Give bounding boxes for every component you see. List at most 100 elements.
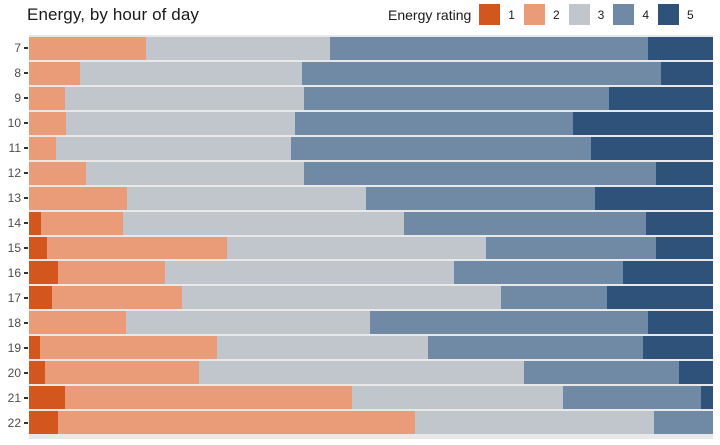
legend-title: Energy rating [388,6,472,23]
y-axis-row-21: 21 [0,386,28,409]
plot-panel [29,35,714,439]
bar-segment-hour-19-rating-2 [39,336,218,360]
bar-segment-hour-15-rating-5 [656,236,713,260]
bar-segment-hour-17-rating-1 [29,286,53,310]
bar-segment-hour-14-rating-5 [645,211,713,235]
y-axis-row-9: 9 [0,87,28,110]
y-axis-tick [24,296,28,299]
y-axis-row-15: 15 [0,237,28,260]
bar-segment-hour-16-rating-1 [29,261,58,285]
bar-segment-hour-10-rating-4 [295,111,574,135]
legend-item-2: 2 [523,4,560,25]
y-axis-row-8: 8 [0,62,28,85]
bar-row-hour-12 [29,161,713,185]
legend-item-1: 1 [479,4,515,25]
legend-swatch-4 [613,4,635,25]
bar-segment-hour-19-rating-5 [642,336,713,360]
bar-segment-hour-20-rating-3 [199,361,524,385]
y-axis-row-22: 22 [0,411,28,434]
bar-row-hour-18 [29,311,713,335]
bar-segment-hour-22-rating-4 [654,411,714,434]
bar-segment-hour-9-rating-3 [65,86,304,110]
y-axis-label-14: 14 [7,216,21,231]
y-axis-row-11: 11 [0,137,28,160]
legend-label-1: 1 [508,7,515,22]
legend-label-2: 2 [552,7,560,22]
bar-row-hour-16 [29,261,713,285]
bar-segment-hour-14-rating-2 [41,211,123,235]
y-axis-label-16: 16 [7,265,21,280]
y-axis-tick [24,271,28,274]
y-axis-label-21: 21 [7,390,21,405]
legend-swatch-3 [568,4,590,25]
bar-segment-hour-7-rating-3 [146,37,331,60]
y-axis-tick [24,122,28,125]
y-axis-tick [24,421,28,424]
y-axis-label-7: 7 [14,41,21,56]
bar-segment-hour-13-rating-5 [594,186,713,210]
legend: Energy rating 1 2 3 4 5 [388,2,694,27]
bar-segment-hour-16-rating-4 [454,261,623,285]
bar-segment-hour-17-rating-3 [181,286,501,310]
bar-segment-hour-12-rating-4 [304,161,657,185]
bar-segment-hour-10-rating-2 [29,111,66,135]
y-axis-tick [24,197,28,200]
bar-row-hour-22 [29,411,714,434]
bar-segment-hour-22-rating-2 [57,411,416,434]
bar-segment-hour-16-rating-3 [165,261,455,285]
legend-label-5: 5 [687,7,694,22]
bar-segment-hour-18-rating-3 [126,311,371,335]
y-axis-tick [24,321,28,324]
bar-segment-hour-18-rating-4 [370,311,649,335]
y-axis-label-15: 15 [7,240,21,255]
y-axis-tick [24,147,28,150]
y-axis-label-20: 20 [7,365,21,380]
bar-segment-hour-17-rating-4 [500,286,607,310]
bar-segment-hour-19-rating-3 [217,336,429,360]
bar-row-hour-11 [29,136,713,160]
legend-item-4: 4 [613,4,649,25]
legend-item-5: 5 [658,4,694,25]
bar-segment-hour-15-rating-4 [485,236,657,260]
bar-segment-hour-9-rating-5 [609,86,713,110]
y-axis-tick [24,396,28,399]
y-axis-label-10: 10 [7,116,21,131]
y-axis-row-16: 16 [0,261,28,284]
y-axis-row-17: 17 [0,286,28,309]
bar-segment-hour-20-rating-4 [523,361,679,385]
bar-row-hour-21 [29,386,713,410]
y-axis-label-18: 18 [7,315,21,330]
bar-row-hour-20 [29,361,713,385]
legend-label-4: 4 [642,7,650,22]
bar-segment-hour-15-rating-3 [227,236,486,260]
y-axis-tick [24,47,28,50]
bar-segment-hour-13-rating-3 [126,186,366,210]
y-axis-label-22: 22 [7,415,21,430]
bar-segment-hour-8-rating-5 [661,61,713,85]
bar-segment-hour-7-rating-5 [647,37,713,60]
y-axis-tick [24,97,28,100]
bar-segment-hour-12-rating-3 [85,161,305,185]
bar-segment-hour-8-rating-4 [301,61,662,85]
bar-segment-hour-18-rating-2 [29,311,127,335]
y-axis-tick [24,246,28,249]
y-axis-tick [24,72,28,75]
y-axis-row-14: 14 [0,212,28,235]
y-axis-label-12: 12 [7,166,21,181]
bar-segment-hour-12-rating-5 [656,161,713,185]
bar-segment-hour-7-rating-4 [330,37,648,60]
y-axis: 7 8 9 10 11 12 13 14 15 16 17 18 19 20 21 22 [0,35,28,439]
y-axis-label-13: 13 [7,191,21,206]
bar-segment-hour-7-rating-2 [29,37,147,60]
bar-segment-hour-14-rating-1 [29,211,42,235]
y-axis-label-17: 17 [7,290,21,305]
bar-segment-hour-21-rating-2 [65,386,353,410]
bar-segment-hour-13-rating-2 [29,186,127,210]
bar-segment-hour-20-rating-1 [29,361,45,385]
y-axis-tick [24,172,28,175]
bar-segment-hour-12-rating-2 [29,161,86,185]
bar-row-hour-19 [29,336,713,360]
legend-swatch-1 [479,4,501,25]
bar-segment-hour-11-rating-3 [56,136,292,160]
bar-segment-hour-8-rating-2 [29,61,81,85]
